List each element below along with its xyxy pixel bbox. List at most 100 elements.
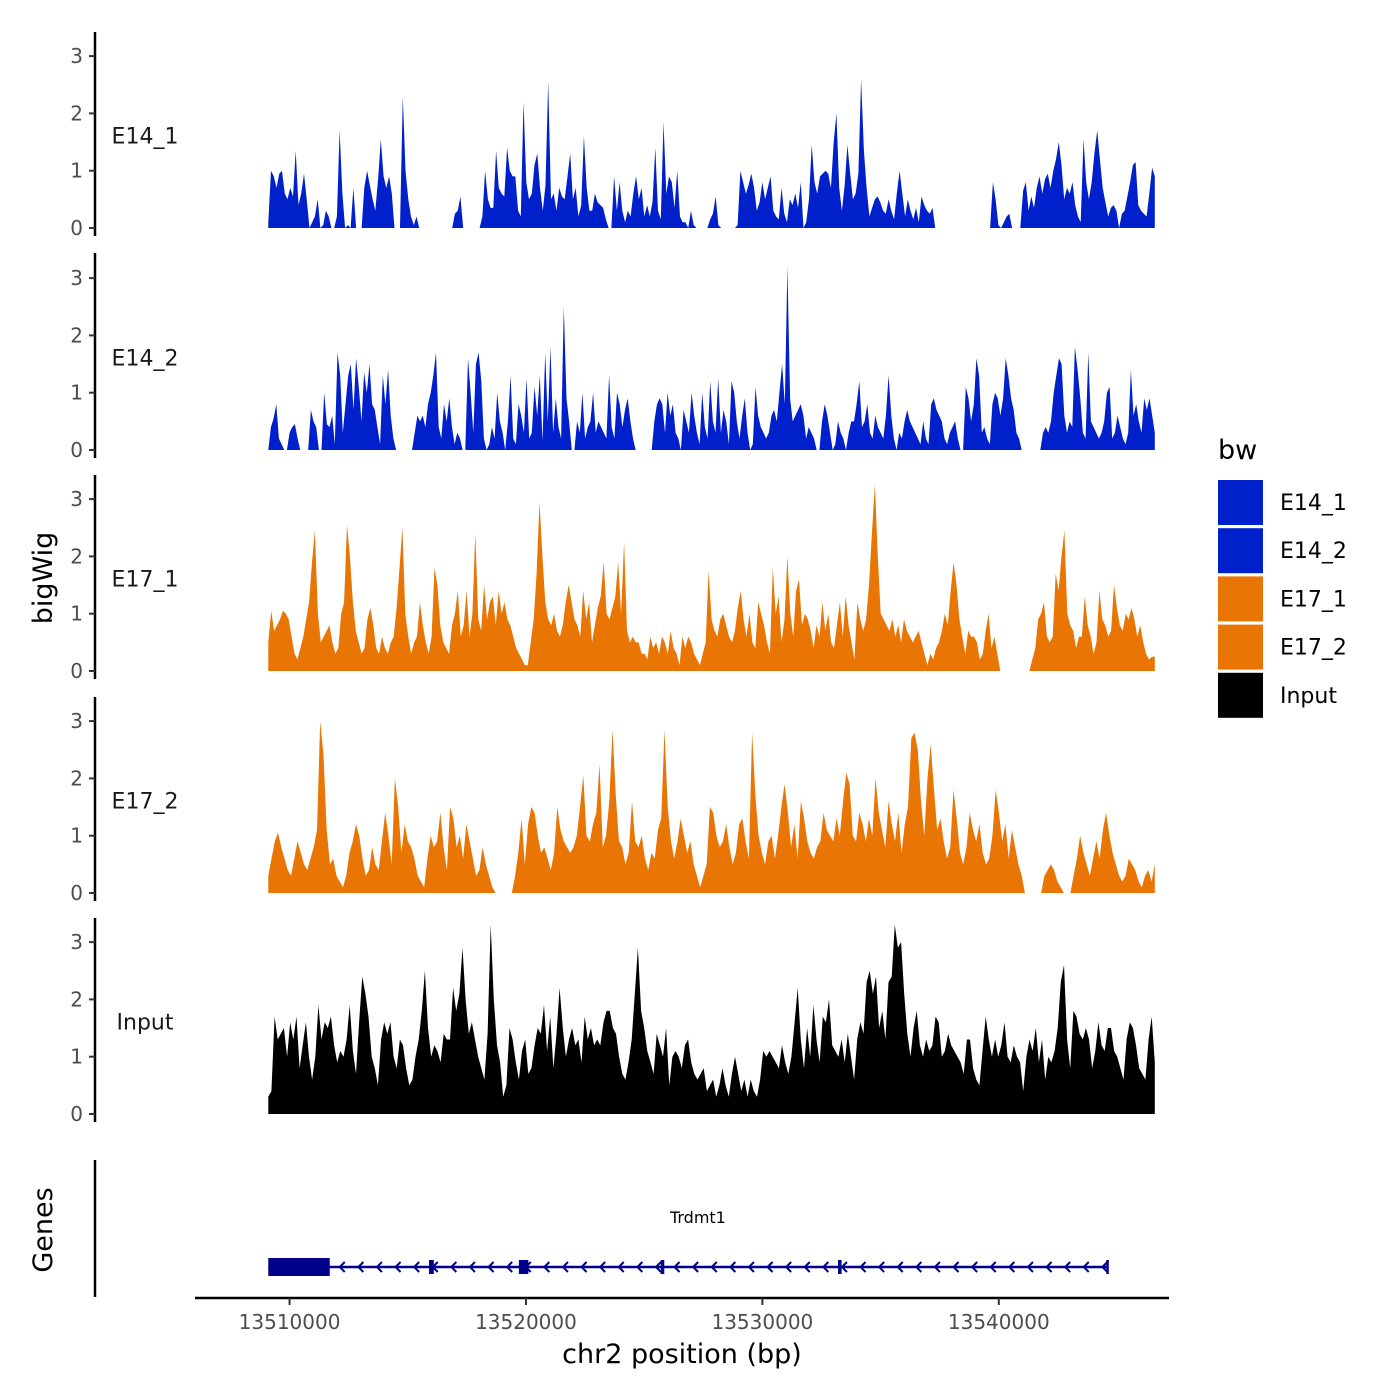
- x-tick-label: 13520000: [475, 1310, 577, 1334]
- strand-arrow: [896, 1261, 904, 1273]
- strand-arrow: [580, 1261, 588, 1273]
- track-label-E14_1: E14_1: [112, 124, 179, 149]
- y-tick-label: 3: [70, 266, 83, 290]
- area-E14_2: [268, 266, 1155, 450]
- x-tick-label: 13510000: [239, 1310, 341, 1334]
- strand-arrow: [803, 1261, 811, 1273]
- x-axis-title: chr2 position (bp): [562, 1339, 802, 1370]
- x-tick-label: 13540000: [948, 1310, 1050, 1334]
- y-tick-label: 3: [70, 487, 83, 511]
- track-label-E14_2: E14_2: [112, 346, 179, 371]
- strand-arrow: [989, 1261, 997, 1273]
- strand-arrow: [394, 1261, 402, 1273]
- strand-arrow: [766, 1261, 774, 1273]
- y-tick-label: 0: [70, 216, 83, 240]
- area-E14_1: [268, 79, 1155, 228]
- strand-arrow: [914, 1261, 923, 1273]
- track-E17_1: 0 1 2 3 E17_1: [70, 475, 1155, 683]
- strand-arrow: [840, 1261, 848, 1273]
- x-tick-label: 13530000: [711, 1310, 813, 1334]
- strand-arrow: [821, 1261, 830, 1273]
- y-tick-label: 3: [70, 930, 83, 954]
- y-tick-label: 1: [70, 159, 83, 183]
- strand-arrow: [356, 1261, 365, 1273]
- strand-arrow: [747, 1261, 755, 1273]
- strand-arrow: [784, 1261, 792, 1273]
- y-tick-label: 3: [70, 44, 83, 68]
- gene-Trdmt1: Trdmt1: [268, 1208, 1109, 1276]
- legend-swatch-E17_2: [1218, 624, 1263, 670]
- genes-panel: Trdmt1: [93, 1160, 1109, 1297]
- y-tick-label: 0: [70, 881, 83, 905]
- strand-arrow: [561, 1261, 569, 1273]
- strand-arrow: [505, 1261, 513, 1273]
- y-tick-label: 0: [70, 1102, 83, 1126]
- strand-arrow: [449, 1261, 458, 1273]
- legend-label-E14_1: E14_1: [1280, 491, 1347, 516]
- legend-swatch-E14_1: [1218, 480, 1263, 525]
- strand-arrow: [859, 1261, 867, 1273]
- area-E17_2: [268, 721, 1155, 893]
- strand-arrow: [952, 1261, 960, 1273]
- y-tick-label: 2: [70, 766, 83, 790]
- track-label-Input: Input: [117, 1010, 174, 1035]
- tracks-group: 0 1 2 3 E14_1 0 1 2 3 E14_2 0 1 2 3 E17_1 0 1 2 3 E17_2 0 1 2 3…: [70, 32, 1155, 1126]
- strand-arrow: [598, 1261, 606, 1273]
- legend-swatch-Input: [1218, 672, 1263, 718]
- legend-label-E17_2: E17_2: [1280, 636, 1347, 661]
- y-axis-title: bigWig: [28, 532, 59, 625]
- track-label-E17_2: E17_2: [112, 789, 179, 814]
- strand-arrow: [877, 1261, 885, 1273]
- strand-arrow: [487, 1261, 495, 1273]
- track-E14_2: 0 1 2 3 E14_2: [70, 253, 1155, 462]
- area-E17_1: [268, 484, 1155, 671]
- y-tick-label: 2: [70, 987, 83, 1011]
- legend-label-Input: Input: [1280, 684, 1337, 709]
- strand-arrow: [1082, 1261, 1090, 1273]
- track-label-E17_1: E17_1: [112, 567, 179, 592]
- area-Input: [268, 924, 1155, 1114]
- track-E17_2: 0 1 2 3 E17_2: [70, 697, 1155, 905]
- strand-arrow: [970, 1261, 978, 1273]
- strand-arrow: [933, 1261, 941, 1273]
- y-tick-label: 1: [70, 381, 83, 405]
- strand-arrow: [412, 1261, 420, 1273]
- gene-label: Trdmt1: [669, 1208, 726, 1227]
- legend-label-E17_1: E17_1: [1280, 587, 1347, 612]
- genes-axis-title: Genes: [28, 1187, 59, 1272]
- y-tick-label: 2: [70, 544, 83, 568]
- legend-label-E14_2: E14_2: [1280, 539, 1347, 564]
- exon: [660, 1260, 665, 1274]
- strand-arrow: [1100, 1261, 1109, 1273]
- strand-arrow: [1007, 1261, 1016, 1273]
- y-tick-label: 1: [70, 1045, 83, 1069]
- y-tick-label: 3: [70, 709, 83, 733]
- strand-arrow: [1026, 1261, 1034, 1273]
- strand-arrow: [468, 1261, 476, 1273]
- exon: [838, 1260, 842, 1274]
- track-E14_1: 0 1 2 3 E14_1: [70, 32, 1155, 240]
- strand-arrow: [1063, 1261, 1071, 1273]
- strand-arrow: [728, 1261, 737, 1273]
- strand-arrow: [654, 1261, 662, 1273]
- exon: [518, 1260, 529, 1274]
- strand-arrow: [1045, 1261, 1053, 1273]
- y-tick-label: 0: [70, 438, 83, 462]
- y-tick-label: 2: [70, 323, 83, 347]
- y-tick-label: 1: [70, 824, 83, 848]
- legend-swatch-E14_2: [1218, 528, 1263, 574]
- track-Input: 0 1 2 3 Input: [70, 918, 1155, 1126]
- y-tick-label: 0: [70, 659, 83, 683]
- strand-arrow: [673, 1261, 681, 1273]
- x-axis: 13510000 13520000 13530000 13540000: [195, 1296, 1169, 1334]
- strand-arrow: [542, 1261, 551, 1273]
- legend-title: bw: [1218, 435, 1257, 466]
- strand-arrow: [635, 1261, 644, 1273]
- strand-arrow: [375, 1261, 383, 1273]
- y-tick-label: 2: [70, 101, 83, 125]
- strand-arrow: [691, 1261, 699, 1273]
- legend: bw E14_1 E14_2 E17_1 E17_2 Input: [1218, 435, 1347, 718]
- exon: [429, 1260, 434, 1274]
- strand-arrow: [617, 1261, 625, 1273]
